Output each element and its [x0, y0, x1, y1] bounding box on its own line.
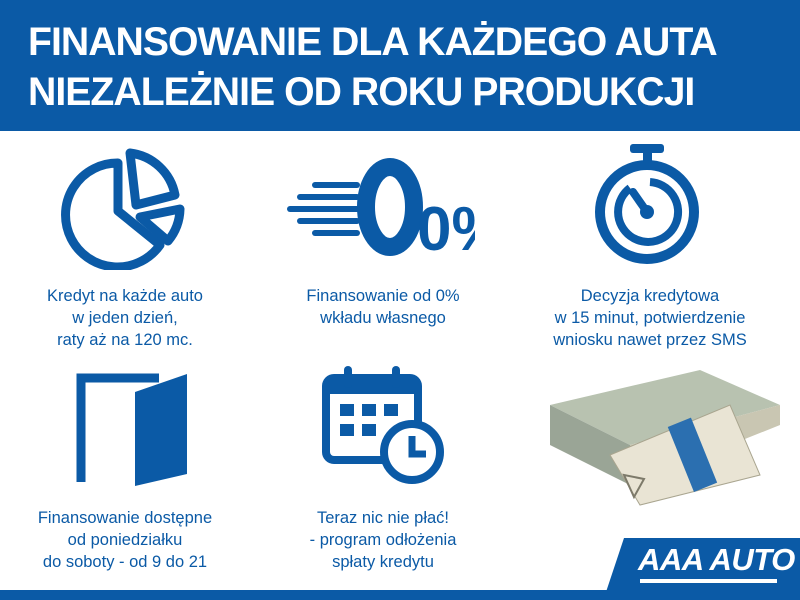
money-stack-image: [550, 370, 780, 506]
feature-caption-zero-down: Finansowanie od 0% wkładu własnego: [253, 285, 513, 329]
headline-line-1: FINANSOWANIE DLA KAŻDEGO AUTA: [28, 20, 718, 64]
percent-sign: 0%: [417, 195, 475, 264]
caption-line: wniosku nawet przez SMS: [553, 331, 747, 349]
caption-line: Finansowanie dostępne: [37, 509, 213, 527]
caption-line: do soboty - od 9 do 21: [42, 553, 208, 571]
caption-line: od poniedziałku: [67, 531, 183, 549]
logo-underline: [640, 579, 777, 583]
feature-caption-decision: Decyzja kredytowa w 15 minut, potwierdze…: [520, 285, 780, 351]
pie-chart-icon: [61, 148, 185, 270]
zero-percent-icon: 0%: [287, 158, 475, 264]
logo-background: [606, 538, 800, 592]
feature-caption-credit: Kredyt na każde auto w jeden dzień, raty…: [0, 285, 255, 351]
caption-line: w 15 minut, potwierdzenie: [554, 309, 746, 327]
caption-line: Decyzja kredytowa: [580, 287, 720, 305]
bottom-bar: [0, 590, 800, 600]
headline-line-2: NIEZALEŻNIE OD ROKU PRODUKCJI: [28, 70, 695, 114]
caption-line: raty aż na 120 mc.: [57, 331, 193, 349]
caption-line: Finansowanie od 0%: [306, 287, 460, 305]
caption-line: wkładu własnego: [320, 309, 446, 327]
open-door-icon: [76, 373, 187, 486]
feature-caption-deferral: Teraz nic nie płać! - program odłożenia …: [253, 507, 513, 573]
feature-caption-hours: Finansowanie dostępne od poniedziałku do…: [0, 507, 255, 573]
caption-line: w jeden dzień,: [72, 309, 178, 327]
caption-line: spłaty kredytu: [332, 553, 434, 571]
caption-line: Kredyt na każde auto: [47, 287, 203, 305]
caption-line: - program odłożenia: [309, 531, 457, 549]
header-banner: FINANSOWANIE DLA KAŻDEGO AUTA NIEZALEŻNI…: [0, 0, 800, 131]
aaa-auto-logo: AAA AUTO: [638, 542, 795, 577]
calendar-clock-icon: [322, 366, 444, 484]
stopwatch-icon: [595, 144, 699, 264]
caption-line: Teraz nic nie płać!: [316, 509, 450, 527]
